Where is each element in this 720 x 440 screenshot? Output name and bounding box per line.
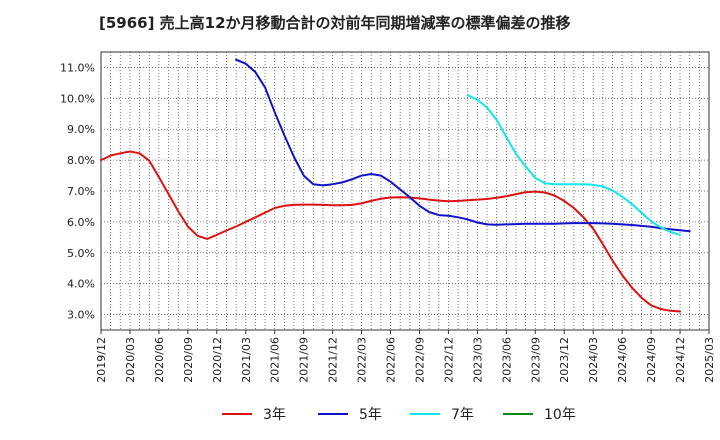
y-tick-label: 9.0% [67,123,95,136]
x-tick-label: 2019/12 [95,337,108,383]
y-tick-label: 10.0% [60,92,95,105]
legend: 3年 5年 7年 10年 [222,407,576,423]
x-axis-ticks: 2019/12 2020/03 2020/06 2020/09 2020/12 2021/… [95,330,716,383]
y-tick-label: 7.0% [67,185,95,198]
x-tick-label: 2020/03 [124,337,137,383]
legend-label: 7年 [451,407,474,423]
y-tick-label: 5.0% [67,247,95,260]
x-tick-label: 2022/06 [385,337,398,383]
y-tick-label: 3.0% [67,309,95,322]
y-tick-label: 6.0% [67,216,95,229]
y-tick-label: 8.0% [67,154,95,167]
series-lines [100,58,691,313]
series-line-5年 [235,58,691,233]
x-tick-label: 2021/06 [269,337,282,383]
x-tick-label: 2020/06 [153,337,166,383]
x-tick-label: 2023/09 [529,337,542,383]
x-tick-label: 2024/03 [587,337,600,383]
x-tick-label: 2024/12 [674,337,687,383]
y-axis-ticks: 3.0% 4.0% 5.0% 6.0% 7.0% 8.0% 9.0% 10.0% 11.0% [60,61,95,321]
x-tick-label: 2022/12 [442,337,455,383]
y-tick-label: 4.0% [67,278,95,291]
x-tick-label: 2021/09 [298,337,311,383]
legend-label: 10年 [544,407,576,423]
x-tick-label: 2024/06 [616,337,629,383]
x-tick-label: 2023/12 [558,337,571,383]
x-tick-label: 2020/09 [182,337,195,383]
y-tick-label: 11.0% [60,61,95,74]
x-tick-label: 2022/03 [356,337,369,383]
x-tick-label: 2025/03 [703,337,716,383]
x-tick-label: 2023/06 [500,337,513,383]
x-tick-label: 2022/09 [413,337,426,383]
series-line-7年 [466,94,681,236]
x-tick-label: 2021/03 [240,337,253,383]
x-tick-label: 2024/09 [645,337,658,383]
grid-lines [101,52,709,330]
x-tick-label: 2021/12 [327,337,340,383]
legend-label: 3年 [263,407,286,423]
x-tick-label: 2020/12 [211,337,224,383]
legend-label: 5年 [359,407,382,423]
series-line-3年 [100,150,681,313]
x-tick-label: 2023/03 [471,337,484,383]
chart-title: [5966] 売上高12か月移動合計の対前年同期増減率の標準偏差の推移 [99,14,571,32]
